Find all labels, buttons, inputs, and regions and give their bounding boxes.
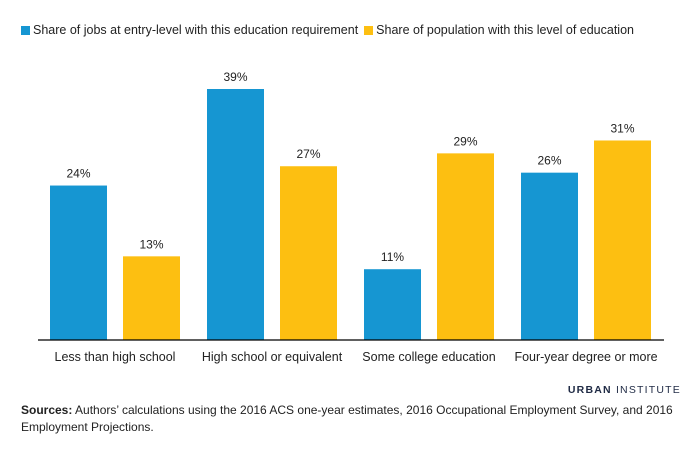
brand-logo: URBAN INSTITUTE bbox=[568, 384, 681, 396]
brand-light: INSTITUTE bbox=[615, 384, 681, 396]
bar-jobs-0 bbox=[50, 185, 107, 340]
bar-jobs-1 bbox=[207, 89, 264, 340]
data-label-population-1: 27% bbox=[296, 147, 320, 161]
data-label-jobs-2: 11% bbox=[381, 250, 404, 264]
category-label-1: High school or equivalent bbox=[202, 350, 343, 364]
bar-jobs-2 bbox=[364, 269, 421, 340]
data-label-population-0: 13% bbox=[139, 237, 163, 251]
brand-bold: URBAN bbox=[567, 384, 612, 396]
data-label-jobs-3: 26% bbox=[537, 154, 561, 168]
category-label-0: Less than high school bbox=[55, 350, 176, 364]
legend-item-jobs: Share of jobs at entry-level with this e… bbox=[21, 23, 358, 37]
category-label-3: Four-year degree or more bbox=[514, 350, 657, 364]
data-label-population-2: 29% bbox=[453, 134, 477, 148]
source-note: Sources: Authors’ calculations using the… bbox=[21, 402, 681, 436]
bar-population-3 bbox=[594, 140, 651, 340]
bar-population-1 bbox=[280, 166, 337, 340]
data-label-population-3: 31% bbox=[610, 121, 634, 135]
legend-label-population: Share of population with this level of e… bbox=[376, 23, 634, 37]
data-label-jobs-1: 39% bbox=[223, 70, 247, 84]
bar-population-0 bbox=[123, 256, 180, 340]
bar-population-2 bbox=[437, 153, 494, 340]
data-label-jobs-0: 24% bbox=[66, 167, 90, 181]
legend-item-population: Share of population with this level of e… bbox=[364, 23, 634, 37]
legend-swatch-population bbox=[364, 25, 374, 35]
legend-swatch-jobs bbox=[21, 25, 30, 35]
legend-label-jobs: Share of jobs at entry-level with this e… bbox=[33, 23, 359, 37]
source-text: Authors’ calculations using the 2016 ACS… bbox=[21, 403, 673, 434]
category-label-2: Some college education bbox=[362, 350, 495, 364]
chart-legend: Share of jobs at entry-level with this e… bbox=[21, 22, 640, 38]
source-label: Sources: bbox=[21, 403, 73, 417]
bar-jobs-3 bbox=[521, 172, 578, 340]
